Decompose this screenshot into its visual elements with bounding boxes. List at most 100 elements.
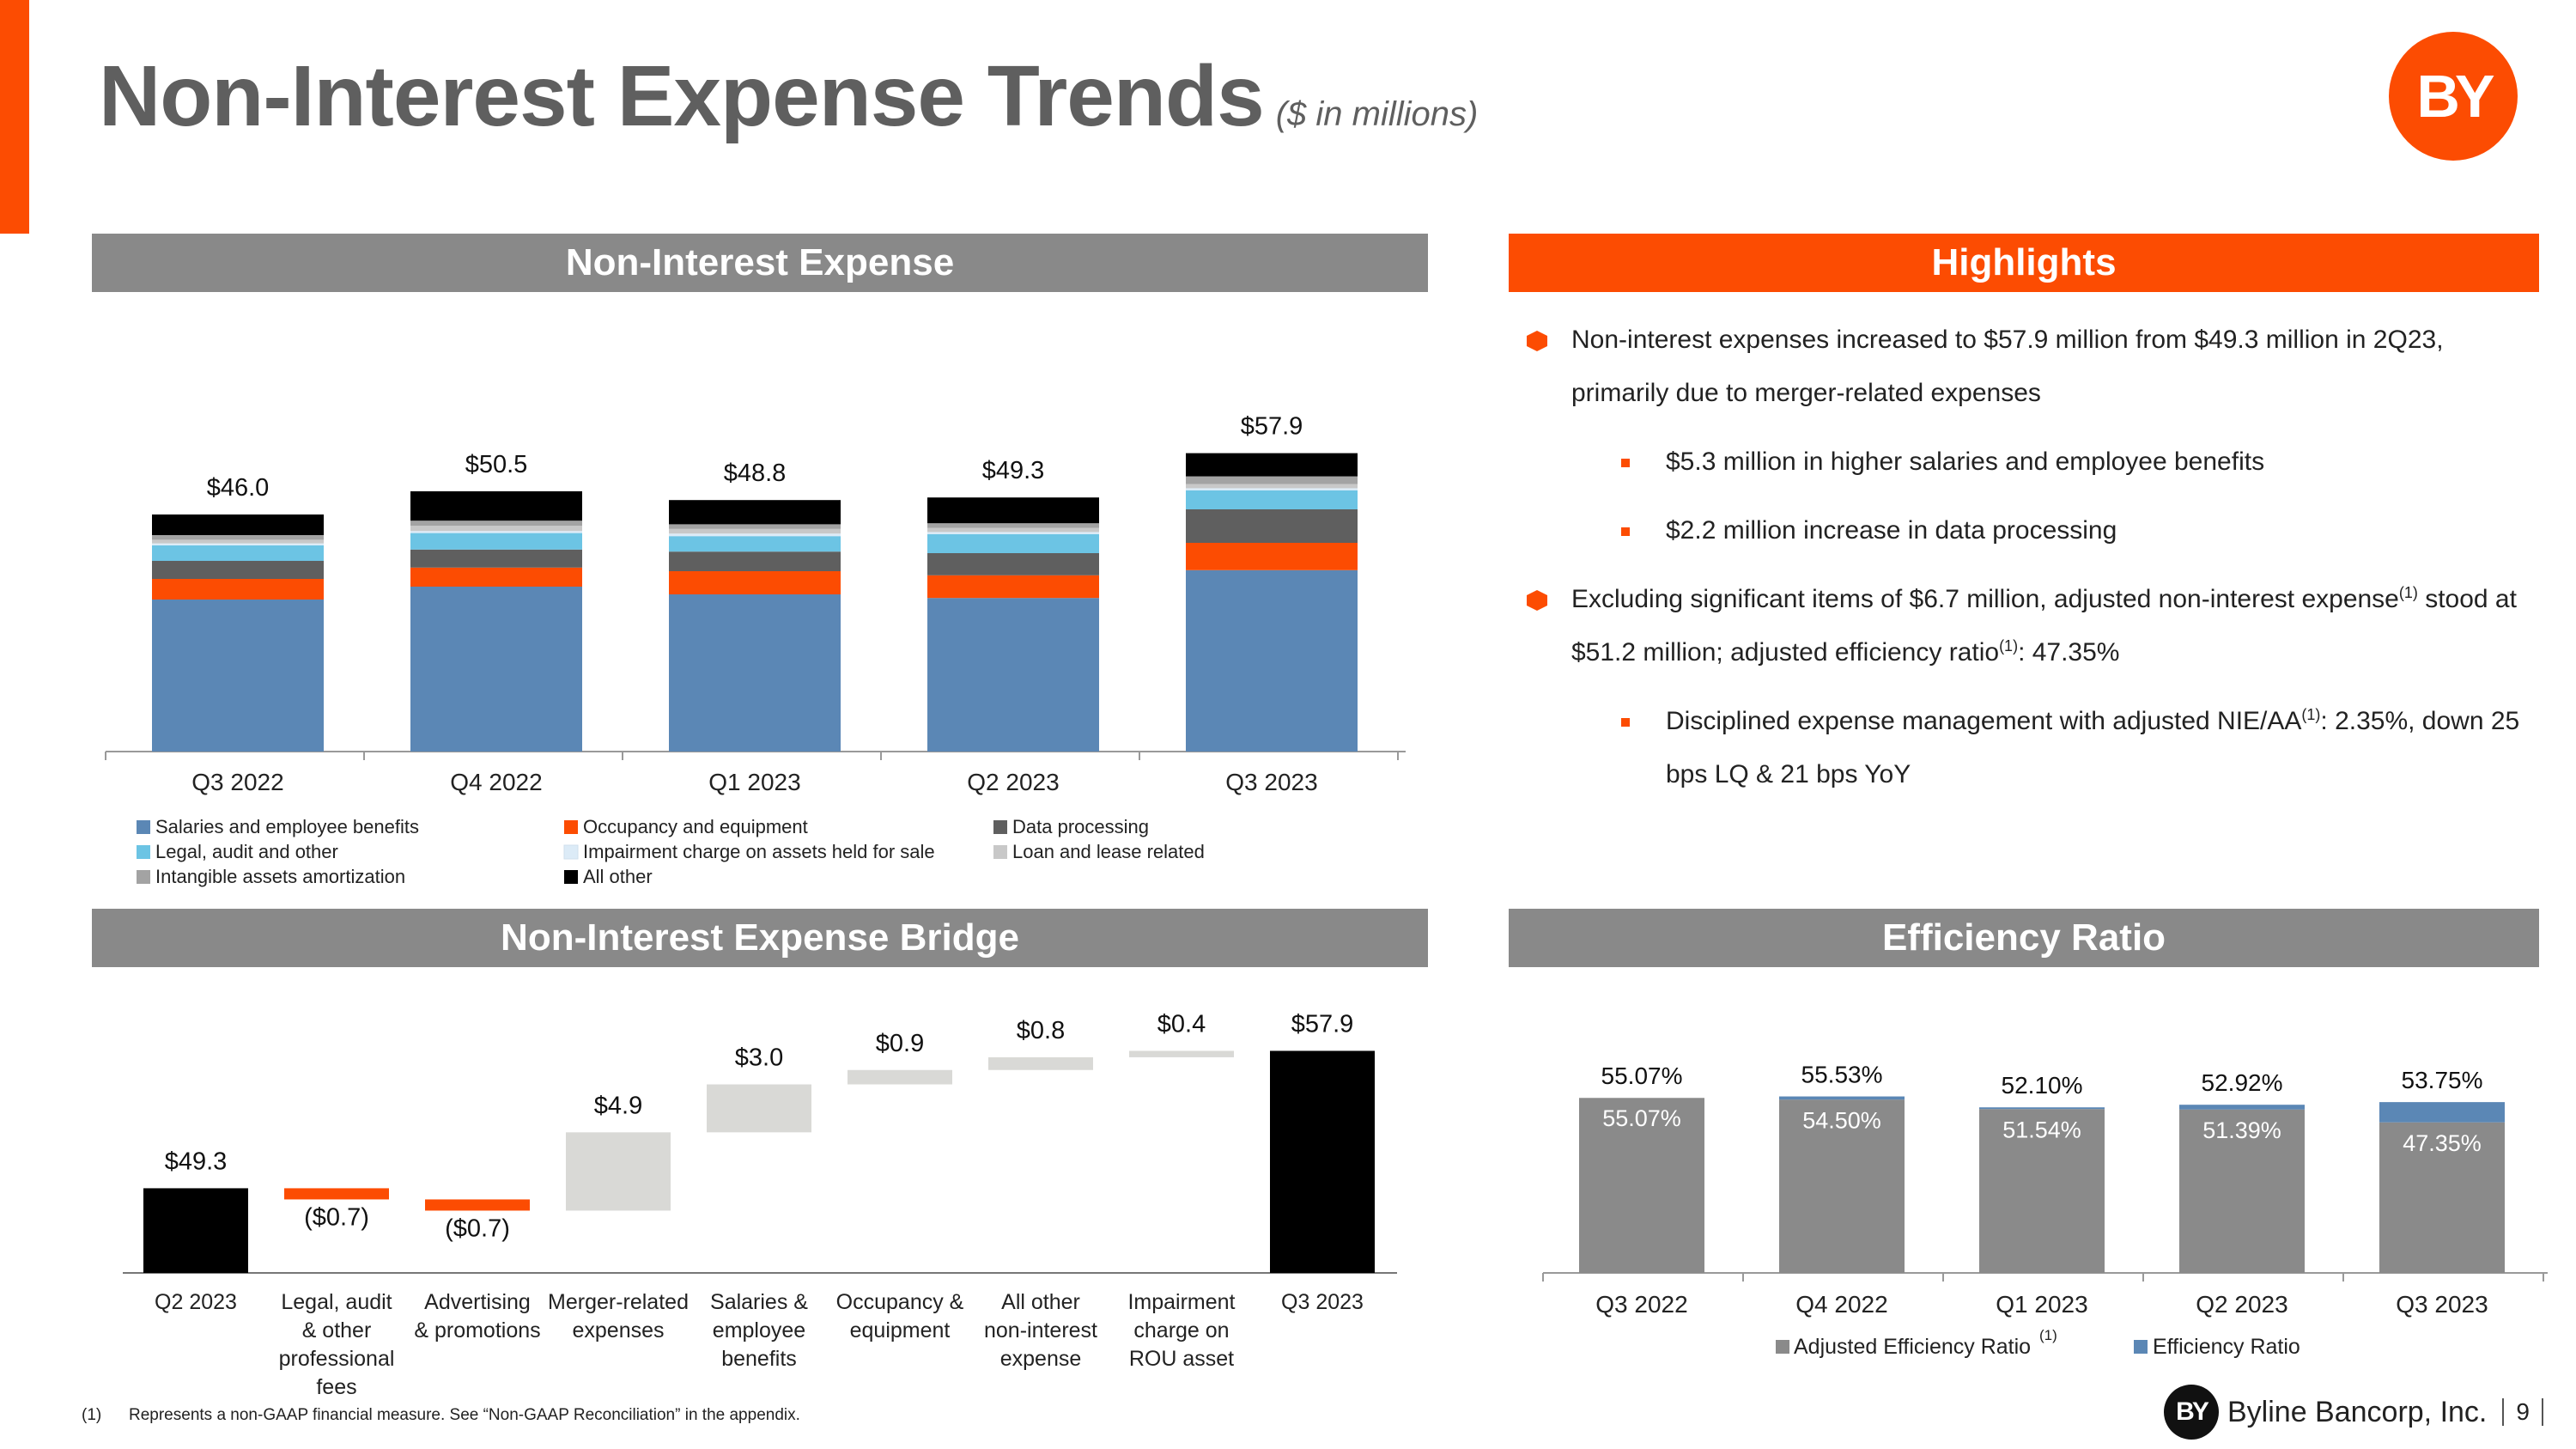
bar-segment [152, 579, 324, 600]
x-tick-label: equipment [850, 1318, 951, 1342]
legend-swatch [137, 845, 150, 859]
bar-segment [410, 521, 582, 527]
adjusted-efficiency-ratio-label: 55.07% [1602, 1105, 1681, 1131]
legend-swatch [564, 820, 578, 834]
bar-segment [927, 598, 1099, 752]
efficiency-ratio-bar [1779, 1096, 1905, 1100]
bar-segment [410, 491, 582, 521]
page-title: Non-Interest Expense Trends ($ in million… [99, 48, 1479, 144]
adjusted-efficiency-ratio-bar [2179, 1109, 2305, 1273]
legend-label: Efficiency Ratio [2153, 1335, 2300, 1359]
legend-swatch [564, 870, 578, 884]
x-tick-label: Q2 2023 [967, 769, 1059, 795]
bar-segment [152, 545, 324, 561]
adjusted-efficiency-ratio-label: 47.35% [2403, 1130, 2482, 1156]
square-bullet-icon [1621, 718, 1630, 727]
bar-segment [927, 575, 1099, 599]
bar-segment [410, 567, 582, 587]
data-label: ($0.7) [445, 1215, 510, 1242]
efficiency-ratio-label: 52.10% [2002, 1072, 2083, 1099]
bar-total-label: $50.5 [465, 451, 528, 478]
highlight-item: Non-interest expenses increased to $57.9… [1520, 314, 2542, 420]
legend-swatch [563, 844, 579, 860]
x-tick-label: ROU asset [1129, 1347, 1234, 1371]
legend-label: Data processing [1012, 816, 1149, 837]
x-tick-label: fees [316, 1375, 356, 1399]
x-tick-label: Q1 2023 [1996, 1291, 2087, 1318]
efficiency-ratio-label: 52.92% [2202, 1069, 2283, 1096]
brand-name: Byline Bancorp, Inc. [2227, 1395, 2488, 1428]
x-tick-label: Q3 2023 [1281, 1290, 1364, 1314]
hexagon-bullet-icon [1527, 331, 1547, 351]
legend-label: Legal, audit and other [155, 841, 338, 862]
bar-segment [669, 594, 841, 752]
x-tick-label: employee [713, 1318, 805, 1342]
x-tick-label: professional [279, 1347, 395, 1371]
legend-label: Loan and lease related [1012, 841, 1205, 862]
bar-segment [152, 561, 324, 579]
adjusted-efficiency-ratio-bar [1579, 1098, 1704, 1273]
bar-segment [1186, 453, 1358, 477]
legend-swatch [993, 820, 1007, 834]
waterfall-bar [707, 1084, 811, 1133]
x-tick-label: All other [1001, 1290, 1080, 1314]
x-tick-label: Legal, audit [281, 1290, 392, 1314]
waterfall-bar [1129, 1050, 1234, 1057]
bar-segment [1186, 509, 1358, 543]
legend-label: All other [583, 866, 653, 887]
brand-footer: BY Byline Bancorp, Inc. 9 [2164, 1385, 2543, 1440]
efficiency-ratio-label: 55.53% [1801, 1062, 1883, 1088]
legend-label: Occupancy and equipment [583, 816, 808, 837]
waterfall-bar [143, 1188, 248, 1273]
bar-segment [927, 497, 1099, 524]
x-tick-label: Q3 2023 [2396, 1291, 2488, 1318]
bar-segment [669, 528, 841, 534]
page-number: 9 [2502, 1398, 2543, 1426]
bar-segment [1186, 476, 1358, 484]
data-label: ($0.7) [304, 1203, 369, 1231]
bar-segment [1186, 484, 1358, 489]
panel-header-nie: Non-Interest Expense [92, 234, 1428, 292]
bar-segment [152, 543, 324, 545]
waterfall-bar [425, 1199, 530, 1211]
bar-segment [1186, 569, 1358, 752]
adjusted-efficiency-ratio-label: 54.50% [1802, 1107, 1881, 1133]
waterfall-bar [566, 1132, 671, 1211]
bar-segment [927, 533, 1099, 553]
efficiency-ratio-bar [2379, 1102, 2505, 1123]
data-label: $0.4 [1157, 1010, 1206, 1038]
bar-total-label: $48.8 [724, 460, 787, 487]
x-tick-label: & promotions [414, 1318, 540, 1342]
byline-mark-icon: BY [2164, 1385, 2219, 1440]
bar-segment [669, 536, 841, 552]
page-subtitle: ($ in millions) [1275, 95, 1479, 133]
efficiency-ratio-chart: 55.07% 55.07% Q3 2022 55.53% 54.50% Q4 2022 52… [1542, 1062, 2548, 1359]
adjusted-efficiency-ratio-bar [2379, 1122, 2505, 1273]
data-label: $4.9 [594, 1092, 642, 1119]
bar-segment [1186, 488, 1358, 490]
legend-label: Impairment charge on assets held for sal… [583, 841, 935, 862]
efficiency-ratio-label: 55.07% [1601, 1062, 1683, 1089]
bar-total-label: $46.0 [207, 474, 270, 502]
waterfall-bar [1270, 1050, 1375, 1273]
x-tick-label: Salaries & [710, 1290, 808, 1314]
square-bullet-icon [1621, 459, 1630, 467]
legend-swatch [2134, 1340, 2148, 1354]
bar-segment [410, 533, 582, 550]
highlight-subitem: Disciplined expense management with adju… [1520, 695, 2542, 801]
bar-segment [927, 527, 1099, 533]
highlight-subitem: $5.3 million in higher salaries and empl… [1520, 435, 2542, 489]
bar-segment [927, 553, 1099, 575]
waterfall-bar [284, 1188, 389, 1200]
legend-label: Adjusted Efficiency Ratio [1794, 1335, 2031, 1359]
legend-swatch [137, 870, 150, 884]
bar-segment [669, 571, 841, 594]
bar-segment [669, 524, 841, 529]
legend-swatch [137, 820, 150, 834]
bar-segment [152, 535, 324, 540]
adjusted-efficiency-ratio-bar [1979, 1109, 2105, 1273]
bar-segment [410, 549, 582, 568]
nie-bridge-waterfall-chart: $49.3 Q2 2023 ($0.7) Legal, audit & other pro… [123, 1010, 1397, 1399]
legend-superscript: (1) [2039, 1327, 2057, 1343]
efficiency-ratio-bar [1979, 1107, 2105, 1110]
